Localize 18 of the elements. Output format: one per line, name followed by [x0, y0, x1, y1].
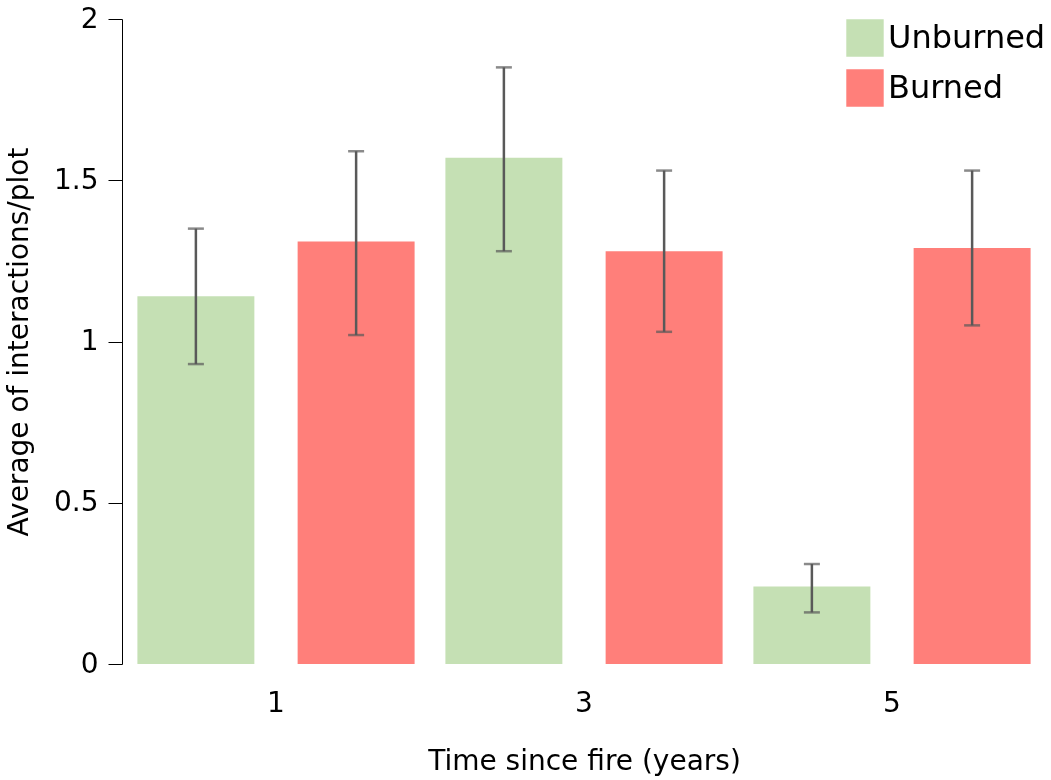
x-tick-label: 5 [883, 685, 901, 719]
y-tick-label: 0 [80, 646, 99, 680]
bar [913, 247, 1031, 664]
y-tick-label: 1.5 [53, 162, 99, 196]
bar [445, 157, 563, 664]
bar [137, 296, 255, 664]
bar [753, 586, 871, 664]
legend-label: Burned [888, 68, 1004, 106]
x-tick-label: 3 [575, 685, 593, 719]
y-tick-label: 0.5 [53, 485, 99, 519]
y-tick-label: 2 [80, 1, 99, 35]
bar [297, 241, 415, 664]
x-axis-title: Time since fire (years) [427, 743, 741, 777]
legend-label: Unburned [888, 18, 1046, 56]
y-tick-label: 1 [80, 324, 99, 357]
y-axis-title: Average of interactions/plot [1, 147, 35, 537]
x-tick-label: 1 [267, 685, 285, 719]
bar [605, 251, 723, 664]
